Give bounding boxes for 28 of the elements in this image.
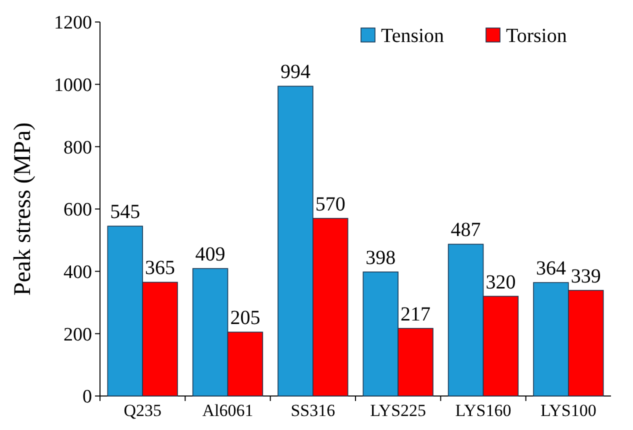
legend-label: Torsion [506, 25, 567, 47]
y-tick-label: 200 [64, 324, 92, 346]
data-label: 365 [145, 257, 176, 280]
data-label: 364 [536, 258, 566, 280]
x-tick-label: LYS225 [370, 401, 426, 420]
y-tick-label: 800 [64, 137, 92, 158]
y-tick-label: 1200 [54, 12, 92, 34]
x-tick-label: LYS160 [455, 401, 512, 420]
legend-label: Tension [381, 25, 444, 47]
y-tick-label: 400 [64, 262, 92, 283]
y-axis-title: Peak stress (MPa) [10, 122, 36, 296]
x-tick-label: SS316 [290, 401, 336, 420]
data-label: 205 [230, 307, 260, 330]
x-tick-label: Al6061 [202, 401, 254, 420]
data-label: 570 [315, 193, 346, 216]
data-label: 409 [195, 244, 226, 266]
x-tick-label: LYS100 [540, 401, 596, 420]
data-label: 320 [486, 271, 516, 294]
data-label: 339 [570, 265, 601, 288]
y-tick-label: 0 [82, 386, 92, 408]
data-label: 545 [110, 201, 140, 224]
x-tick-label: Q235 [124, 401, 162, 420]
data-label: 487 [450, 219, 481, 242]
data-label: 398 [366, 246, 396, 269]
data-label: 994 [280, 61, 310, 84]
y-tick-label: 600 [64, 200, 92, 221]
y-tick-label: 1000 [54, 74, 92, 96]
data-label: 217 [400, 303, 431, 326]
